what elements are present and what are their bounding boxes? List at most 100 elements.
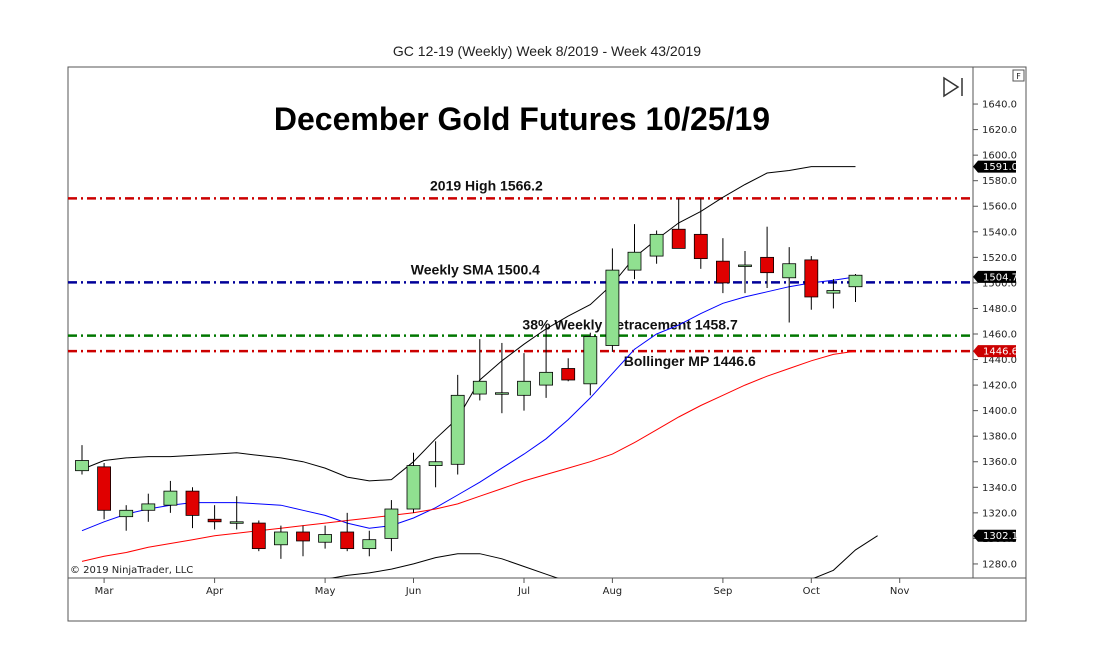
candle-body — [428, 461, 443, 466]
price-marker-text: 1446.6 — [983, 347, 1018, 358]
candle-body — [517, 380, 531, 396]
candle-body — [649, 233, 664, 257]
candle — [163, 480, 178, 513]
candle — [318, 525, 333, 549]
candle-body — [318, 534, 333, 543]
reference-line-label: 38% Weekly Retracement 1458.7 — [522, 317, 738, 333]
price-marker-text: 1302.1 — [983, 531, 1018, 542]
indicator-line — [81, 350, 856, 562]
chart-big-title: December Gold Futures 10/25/19 — [274, 101, 770, 137]
price-marker: 1446.6 — [973, 345, 1018, 358]
candle-body — [141, 503, 156, 511]
candle-body — [605, 269, 620, 346]
price-marker-bg — [973, 160, 1016, 173]
candle-body — [384, 508, 399, 539]
indicator-line — [81, 276, 856, 532]
candle — [406, 452, 421, 513]
y-tick-label: 1440.0 — [982, 355, 1017, 366]
candle — [671, 198, 686, 249]
y-tick-label: 1600.0 — [982, 151, 1017, 162]
candle-body — [627, 251, 642, 271]
candle — [760, 226, 774, 289]
candle — [649, 230, 664, 264]
candle-body — [848, 274, 863, 288]
candle-body — [207, 518, 222, 523]
candle-body — [296, 531, 310, 542]
candle-body — [119, 509, 134, 518]
y-tick-label: 1360.0 — [982, 457, 1017, 468]
price-marker-text: 1591.0 — [983, 162, 1018, 173]
y-tick-label: 1380.0 — [982, 432, 1017, 443]
candle-body — [251, 522, 266, 550]
candle-body — [583, 336, 598, 385]
candle-body — [539, 371, 553, 386]
candle — [251, 520, 266, 552]
candle — [804, 256, 819, 310]
y-tick-label: 1400.0 — [982, 406, 1017, 417]
candle — [296, 525, 310, 557]
price-marker: 1591.0 — [973, 160, 1018, 173]
candle — [384, 500, 399, 552]
candle — [229, 496, 244, 530]
candle-body — [450, 394, 465, 465]
reference-line-label: 2019 High 1566.2 — [430, 177, 543, 193]
panel-f-button[interactable]: F — [1012, 69, 1025, 82]
candle — [561, 358, 576, 382]
panel-f-label: F — [1016, 72, 1021, 81]
candle — [693, 198, 708, 269]
y-tick-label: 1620.0 — [982, 125, 1017, 136]
candle-body — [494, 392, 509, 395]
reference-line-label: Bollinger MP 1446.6 — [624, 353, 756, 369]
candle — [782, 247, 797, 323]
candle-body — [229, 521, 244, 524]
candle — [207, 505, 222, 530]
indicator-line — [329, 535, 878, 578]
candle-body — [340, 531, 355, 550]
candle — [848, 273, 863, 303]
play-toggle-icon[interactable] — [943, 76, 963, 98]
candle-body — [472, 380, 487, 395]
candle — [450, 374, 465, 475]
y-tick-label: 1480.0 — [982, 304, 1017, 315]
candle-body — [362, 539, 377, 550]
price-marker-bg — [973, 529, 1016, 542]
candle — [472, 339, 487, 401]
candle-body — [75, 460, 89, 472]
y-tick-label: 1460.0 — [982, 329, 1017, 340]
x-tick-label: Nov — [890, 586, 910, 597]
x-tick-label: Sep — [713, 586, 732, 597]
candle-body — [826, 290, 841, 294]
x-tick-label: Jul — [517, 586, 530, 597]
candle — [185, 487, 200, 529]
y-tick-label: 1420.0 — [982, 381, 1017, 392]
y-tick-label: 1580.0 — [982, 176, 1017, 187]
chart-frame — [67, 66, 1027, 622]
candle-body — [693, 233, 708, 260]
y-tick-label: 1640.0 — [982, 100, 1017, 111]
x-tick-label: Oct — [803, 586, 820, 597]
candle — [738, 250, 752, 294]
x-tick-label: Apr — [206, 586, 224, 597]
chart-window-title: GC 12-19 (Weekly) Week 8/2019 - Week 43/… — [392, 43, 702, 59]
candle-body — [671, 228, 686, 249]
price-marker-bg — [973, 345, 1016, 358]
x-tick-label: Aug — [603, 586, 623, 597]
candle-body — [738, 264, 752, 267]
candle-body — [185, 490, 200, 516]
candle — [517, 353, 531, 411]
candle — [97, 463, 111, 520]
candle — [539, 325, 553, 398]
y-tick-label: 1540.0 — [982, 227, 1017, 238]
candle — [605, 248, 620, 352]
candle-body — [163, 490, 178, 506]
x-tick-label: Jun — [405, 586, 422, 597]
candle — [119, 505, 134, 531]
candle-body — [760, 256, 774, 274]
copyright-text: © 2019 NinjaTrader, LLC — [70, 565, 193, 576]
y-tick-label: 1500.0 — [982, 278, 1017, 289]
candle-body — [804, 259, 819, 298]
candle-body — [273, 531, 288, 546]
candle — [340, 512, 355, 552]
candle-body — [716, 260, 730, 284]
